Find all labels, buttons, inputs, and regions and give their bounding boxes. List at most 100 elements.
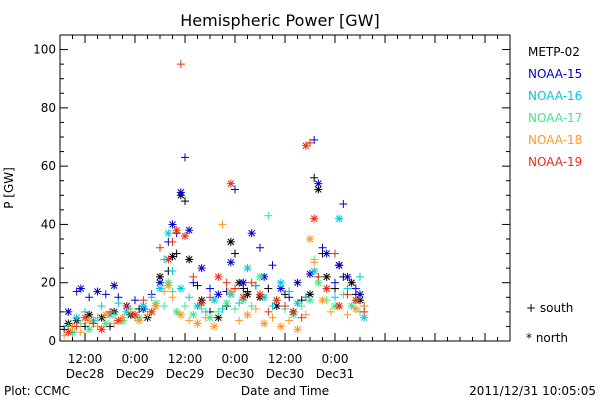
data-point	[306, 269, 314, 278]
data-point	[218, 304, 227, 313]
data-point	[181, 302, 189, 311]
data-point	[210, 296, 219, 305]
data-point	[172, 249, 181, 258]
data-point	[251, 281, 260, 290]
data-point	[247, 229, 256, 238]
data-point	[206, 284, 214, 293]
data-point	[276, 278, 285, 287]
data-point	[264, 211, 273, 220]
data-point	[181, 197, 189, 206]
data-point	[343, 290, 352, 299]
data-point	[310, 258, 319, 267]
data-point	[139, 296, 148, 305]
data-point	[347, 302, 356, 311]
data-point	[293, 325, 302, 334]
data-point	[185, 226, 194, 235]
data-point	[110, 310, 119, 319]
data-point	[81, 322, 89, 331]
data-point	[135, 316, 144, 325]
data-points	[60, 60, 369, 340]
data-point	[81, 313, 89, 322]
data-point	[281, 302, 289, 311]
data-point	[235, 299, 244, 308]
data-point	[343, 310, 352, 319]
marker-legend-entry: * north	[526, 331, 568, 345]
data-point	[181, 232, 189, 241]
data-point	[201, 313, 210, 322]
data-point	[222, 299, 231, 308]
data-point	[189, 310, 198, 319]
data-point	[226, 287, 235, 296]
data-point	[97, 302, 106, 311]
data-point	[85, 325, 94, 334]
data-point	[356, 272, 364, 281]
data-point	[72, 313, 81, 322]
data-point	[306, 138, 314, 147]
data-point	[168, 220, 177, 229]
data-point	[97, 325, 106, 334]
data-point	[85, 310, 94, 319]
data-point	[247, 302, 256, 311]
data-point	[101, 310, 110, 319]
data-point	[306, 235, 314, 243]
data-point	[264, 284, 273, 293]
data-point	[101, 290, 110, 299]
data-point	[176, 60, 185, 69]
data-point	[93, 313, 102, 322]
data-point	[256, 290, 264, 299]
data-point	[160, 302, 169, 311]
data-point	[243, 264, 252, 273]
data-point	[185, 316, 194, 325]
data-point	[185, 293, 194, 302]
data-point	[351, 304, 360, 313]
data-point	[289, 307, 298, 316]
data-point	[172, 226, 181, 235]
legend-entry: NOAA-19	[528, 155, 582, 169]
data-point	[301, 293, 310, 302]
legend-entry: NOAA-17	[528, 111, 582, 125]
data-point	[314, 185, 323, 194]
data-point	[310, 214, 319, 223]
data-point	[160, 287, 169, 296]
data-point	[268, 261, 277, 270]
data-point	[72, 322, 81, 331]
data-point	[239, 278, 248, 287]
data-point	[89, 319, 98, 328]
data-point	[260, 293, 269, 302]
legend-entry: NOAA-15	[528, 67, 582, 81]
data-point	[285, 287, 294, 296]
data-point	[235, 316, 244, 325]
data-point	[76, 319, 85, 328]
data-point	[310, 135, 319, 144]
data-point	[335, 261, 344, 270]
data-point	[131, 310, 139, 319]
legend-entry: NOAA-18	[528, 133, 582, 147]
data-point	[85, 316, 94, 325]
data-point	[310, 173, 319, 182]
data-point	[85, 293, 94, 302]
data-point	[231, 284, 239, 293]
data-point	[185, 255, 194, 264]
data-point	[243, 287, 252, 296]
data-point	[272, 296, 281, 305]
data-point	[143, 310, 152, 319]
data-point	[243, 310, 252, 319]
data-point	[60, 331, 69, 340]
data-point	[306, 290, 314, 299]
data-point	[106, 307, 114, 316]
data-point	[176, 284, 185, 293]
data-point	[156, 284, 164, 293]
data-point	[164, 255, 173, 264]
data-point	[360, 307, 369, 316]
chart-title: Hemispheric Power [GW]	[180, 11, 379, 30]
data-point	[131, 296, 139, 305]
data-point	[239, 293, 248, 302]
x-tick-label-time: 12:00	[68, 352, 103, 366]
data-point	[322, 249, 331, 258]
data-point	[93, 322, 102, 331]
data-point	[197, 299, 206, 308]
data-point	[168, 293, 177, 302]
y-tick-label: 60	[41, 159, 56, 173]
data-point	[64, 328, 73, 337]
x-tick-label-date: Dec28	[66, 367, 105, 381]
